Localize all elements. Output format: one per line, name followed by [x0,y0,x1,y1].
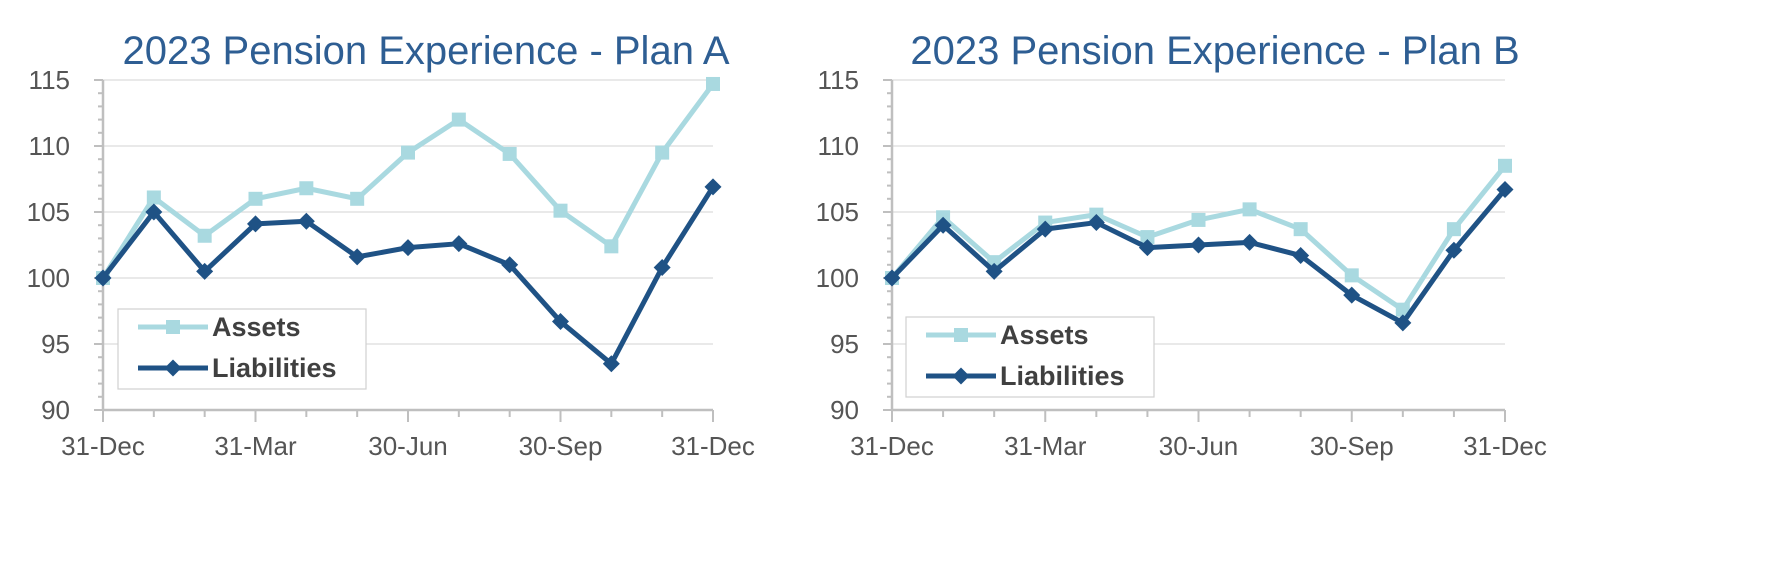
legend: Assets Liabilities [117,308,367,390]
point-liabilities [1241,233,1259,251]
point-assets [1395,302,1410,317]
legend-box [905,316,1155,398]
point-assets [1293,222,1308,237]
point-liabilities [297,212,315,230]
point-liabilities [602,355,620,373]
legend-label-assets: Assets [212,312,301,342]
point-liabilities [196,262,214,280]
point-assets [299,181,314,196]
point-liabilities [552,313,569,331]
y-tick-label: 110 [29,131,70,161]
legend-label-liabilities: Liabilities [1000,361,1125,391]
chart-title: 2023 Pension Experience - Plan A [122,29,729,73]
x-tick-label: 31-Dec [850,431,934,461]
point-assets [655,145,670,160]
point-liabilities [1087,214,1105,232]
y-tick-label: 115 [818,65,859,95]
point-liabilities [704,178,722,196]
point-assets [1140,230,1155,245]
point-liabilities [883,269,901,287]
point-assets [553,203,568,218]
x-tick-label: 30-Jun [368,431,448,461]
point-liabilities [1343,286,1361,304]
point-liabilities [653,258,671,276]
point-assets [451,112,466,127]
x-tick-label: 31-Mar [1004,431,1087,461]
x-tick-label: 30-Jun [1159,431,1239,461]
x-tick-label: 31-Dec [1463,431,1547,461]
chart-panel-plan-b: 2023 Pension Experience - Plan B 90 95 100 1… [816,29,1547,461]
x-tick-label: 31-Mar [214,431,297,461]
point-liabilities [399,239,417,257]
point-liabilities [1036,220,1054,238]
legend-marker-liabilities [952,367,970,385]
point-liabilities [145,203,163,221]
y-tick-label: 100 [27,263,70,293]
x-tick-label: 30-Sep [519,431,603,461]
legend-marker-assets [954,328,968,342]
point-assets [706,76,720,91]
point-liabilities [985,262,1003,280]
legend-marker-assets [166,320,180,334]
legend: Assets Liabilities [905,316,1155,398]
point-assets [146,190,161,205]
x-tick-label: 30-Sep [1310,431,1394,461]
legend-box [117,308,367,390]
point-assets [502,146,517,161]
point-assets [1344,268,1359,283]
y-tick-label: 105 [816,197,859,227]
y-tick-label: 90 [41,395,70,425]
point-liabilities [934,216,952,234]
legend-label-assets: Assets [1000,320,1089,350]
point-assets [197,228,212,243]
point-liabilities [1496,181,1514,199]
point-liabilities [1394,314,1412,332]
point-assets [604,239,619,254]
chart-title: 2023 Pension Experience - Plan B [910,29,1519,73]
point-liabilities [247,215,264,233]
x-tick-label: 31-Dec [671,431,755,461]
point-liabilities [501,256,519,274]
point-liabilities [1445,241,1463,259]
point-assets [248,191,263,206]
point-liabilities [450,235,468,253]
legend-marker-liabilities [164,359,182,377]
point-liabilities [348,248,366,266]
legend-label-liabilities: Liabilities [212,353,337,383]
y-tick-label: 100 [816,263,859,293]
chart-panel-plan-a: 2023 Pension Experience - Plan A 90 95 100 1… [27,29,755,461]
y-tick-label: 115 [29,65,70,95]
y-tick-label: 95 [830,329,859,359]
point-assets [1242,202,1257,217]
point-assets [1191,212,1206,227]
point-assets [350,191,365,206]
point-assets [401,145,415,160]
y-tick-label: 90 [830,395,859,425]
point-liabilities [1292,247,1310,265]
y-tick-label: 95 [41,329,70,359]
point-liabilities [94,269,112,287]
y-tick-label: 105 [27,197,70,227]
point-assets [1446,222,1461,237]
point-liabilities [1190,236,1207,254]
y-tick-label: 110 [818,131,859,161]
x-tick-label: 31-Dec [61,431,145,461]
point-liabilities [1138,239,1156,257]
point-assets [1498,158,1512,173]
